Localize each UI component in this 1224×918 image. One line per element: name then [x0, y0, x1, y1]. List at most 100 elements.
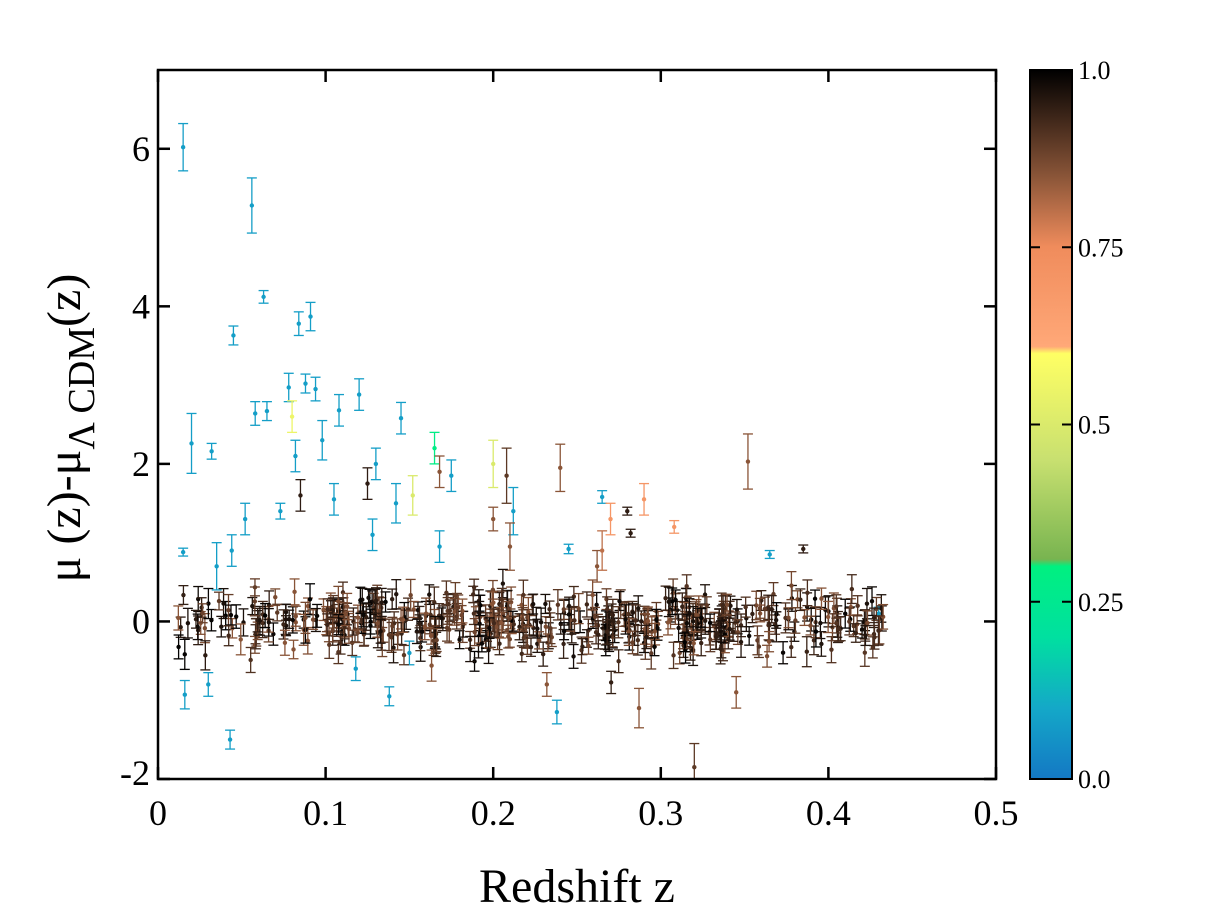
- data-point: [426, 649, 437, 682]
- data-point: [334, 393, 345, 427]
- y-tick-label: 0: [132, 601, 150, 641]
- data-point: [245, 646, 256, 674]
- data-point: [689, 742, 700, 779]
- data-point: [487, 591, 498, 617]
- data-point: [859, 638, 870, 667]
- data-point: [211, 542, 222, 591]
- x-tick-label: 0.5: [974, 793, 1019, 833]
- data-point: [508, 486, 519, 536]
- data-point: [365, 608, 376, 635]
- y-axis-title-suffix: (z): [38, 274, 91, 327]
- data-points: [173, 122, 889, 779]
- x-tick-label: 0: [149, 793, 167, 833]
- data-point: [705, 613, 716, 633]
- data-point: [563, 543, 574, 555]
- data-point: [846, 574, 857, 605]
- data-point: [728, 621, 739, 642]
- x-axis-ticks: 0 0.1 0.2 0.3 0.4 0.5: [149, 70, 1019, 833]
- data-point: [608, 611, 619, 631]
- data-point: [290, 439, 301, 473]
- data-point: [677, 592, 688, 621]
- data-point: [517, 607, 528, 632]
- data-point: [419, 612, 430, 641]
- data-point: [487, 579, 498, 600]
- data-point: [786, 570, 797, 601]
- data-point: [663, 586, 674, 618]
- data-point: [488, 506, 499, 532]
- data-point: [503, 624, 514, 649]
- data-point: [434, 530, 445, 564]
- data-point: [218, 587, 229, 620]
- data-point: [799, 608, 810, 627]
- data-point: [762, 644, 773, 668]
- data-point: [568, 643, 579, 669]
- data-point: [348, 607, 359, 636]
- data-point: [446, 459, 457, 493]
- data-point: [544, 600, 555, 618]
- data-point: [179, 638, 190, 671]
- data-point: [335, 631, 346, 655]
- data-point: [778, 641, 789, 665]
- data-point: [488, 608, 499, 639]
- data-point: [260, 602, 271, 629]
- data-point: [759, 596, 770, 622]
- data-point: [831, 594, 842, 619]
- data-point: [261, 401, 272, 422]
- data-point: [668, 641, 679, 670]
- data-point: [754, 597, 765, 619]
- data-point: [488, 439, 499, 489]
- data-point: [484, 617, 495, 639]
- data-point: [275, 502, 286, 520]
- data-point: [173, 605, 184, 631]
- data-point: [625, 528, 636, 538]
- data-point: [649, 637, 660, 657]
- data-point: [795, 588, 806, 612]
- data-point: [308, 609, 319, 630]
- y-tick-label: 2: [132, 444, 150, 484]
- data-point: [391, 579, 402, 610]
- data-point: [869, 624, 880, 650]
- data-point: [290, 605, 301, 627]
- data-point: [540, 593, 551, 615]
- data-point: [305, 301, 316, 332]
- data-point: [228, 325, 239, 346]
- data-point: [375, 618, 386, 644]
- data-point: [583, 636, 594, 655]
- data-point: [597, 490, 608, 504]
- data-point: [602, 596, 613, 623]
- data-point: [840, 598, 851, 629]
- data-point: [278, 609, 289, 640]
- x-tick-label: 0.2: [471, 793, 516, 833]
- colorbar-tick-label: 0.75: [1078, 233, 1124, 262]
- data-point: [801, 636, 812, 668]
- data-point: [179, 679, 190, 710]
- colorbar-tick-label: 1.0: [1078, 56, 1111, 85]
- data-point: [225, 729, 236, 750]
- data-point: [238, 608, 249, 637]
- data-point: [295, 478, 306, 512]
- data-point: [724, 617, 735, 641]
- data-point: [396, 401, 407, 435]
- data-point: [597, 530, 608, 571]
- data-point: [398, 606, 409, 633]
- data-point: [667, 587, 678, 616]
- data-point: [798, 544, 809, 554]
- data-point: [696, 629, 707, 657]
- data-point: [178, 122, 189, 172]
- data-point: [468, 585, 479, 604]
- data-point: [476, 634, 487, 653]
- data-point: [214, 591, 225, 611]
- colorbar-tick-label: 0.0: [1078, 765, 1111, 794]
- data-point: [390, 482, 401, 524]
- data-point: [367, 518, 378, 552]
- data-point: [641, 624, 652, 650]
- data-point: [771, 611, 782, 643]
- data-point: [850, 623, 861, 643]
- data-point: [342, 592, 353, 621]
- data-point: [200, 640, 211, 671]
- data-point: [197, 603, 208, 624]
- data-point: [272, 603, 283, 622]
- data-point: [203, 587, 214, 620]
- y-axis-title-main: μ (z)-μ: [38, 450, 91, 583]
